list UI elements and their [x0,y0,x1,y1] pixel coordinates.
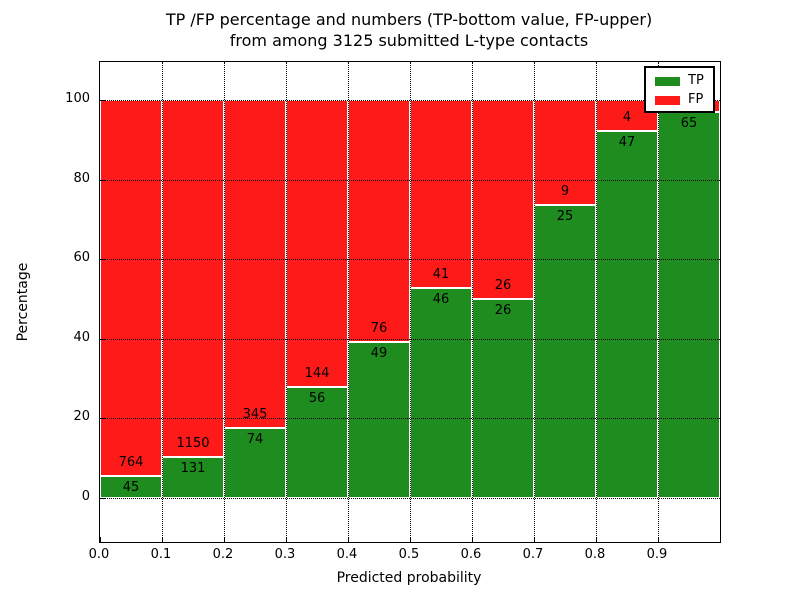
x-tick-mark [100,537,101,542]
legend: TP FP [644,66,715,113]
bar-value-tp: 56 [308,390,326,406]
legend-entry-tp: TP [646,74,713,88]
bar-segment-tp [224,427,286,498]
x-axis-label: Predicted probability [336,570,482,586]
bar-segment-tp [658,111,720,498]
bar-value-fp: 345 [242,406,268,422]
chart-title-line2: from among 3125 submitted L-type contact… [229,31,589,50]
x-tick-mark [224,537,225,542]
x-tick-label: 0.3 [274,547,296,562]
gridline-horizontal [100,418,720,420]
plot-area: 764 45 1150 131 345 74 144 56 76 49 41 46 26 26 9 25 4 47… [99,61,721,543]
y-tick-mark [100,338,105,340]
y-tick-label: 0 [81,489,90,504]
x-tick-mark [534,537,535,542]
y-axis-label: Percentage [15,262,31,342]
gridline-horizontal [100,338,720,340]
bar-segment-tp [100,475,162,498]
x-tick-label: 0.1 [150,547,172,562]
bar-segment-fp [286,100,348,387]
bar-segment-tp [286,386,348,498]
x-tick-label: 0.4 [336,547,358,562]
bar-segment-tp [596,131,658,498]
bar-value-tp: 47 [618,135,636,151]
gridline-vertical [472,62,473,542]
gridline-vertical [286,62,287,542]
bar-segment-tp [162,457,224,498]
gridline-vertical [348,62,349,542]
bar-segment-fp [162,100,224,458]
bar-value-fp: 144 [304,365,330,381]
bar-value-tp: 74 [246,431,264,447]
x-tick-mark [162,537,163,542]
bar-segment-fp [348,100,410,342]
bar-segment-fp [472,100,534,299]
bar-value-tp: 65 [680,115,698,131]
chart-title-line1: TP /FP percentage and numbers (TP-bottom… [165,10,653,29]
x-tick-label: 0.6 [460,547,482,562]
x-tick-label: 0.0 [88,547,110,562]
gridline-horizontal [100,179,720,181]
legend-label-fp: FP [688,92,704,107]
legend-swatch-fp [655,96,680,105]
gridline-horizontal [100,259,720,261]
gridline-vertical [224,62,225,542]
bar-segment-fp [100,100,162,476]
y-tick-mark [100,100,105,101]
chart-title: TP /FP percentage and numbers (TP-bottom… [99,9,719,51]
x-tick-mark [472,537,473,542]
gridline-vertical [596,62,597,542]
y-tick-mark [100,259,105,261]
x-tick-mark [348,537,349,542]
y-tick-mark [100,179,105,181]
x-tick-label: 0.2 [212,547,234,562]
bar-segment-tp [410,287,472,498]
y-tick-mark [100,498,105,499]
bar-value-fp: 9 [560,184,570,200]
gridline-vertical [658,62,659,542]
legend-swatch-tp [655,77,680,86]
x-tick-mark [286,537,287,542]
bar-value-fp: 26 [494,278,512,293]
bar-segment-tp [472,299,534,498]
bar-value-fp: 764 [118,454,144,470]
legend-label-tp: TP [688,73,704,88]
x-tick-mark [410,537,411,542]
y-tick-label: 20 [73,409,90,425]
gridline-vertical [410,62,411,542]
bar-value-fp: 41 [432,266,450,282]
bar-value-tp: 25 [556,209,574,225]
bar-value-fp: 1150 [176,436,210,452]
bar-value-tp: 46 [432,291,450,307]
x-tick-mark [658,537,659,542]
x-tick-mark [596,537,597,542]
bar-value-fp: 4 [622,110,632,126]
bar-value-fp: 76 [370,320,388,336]
bar-value-tp: 131 [180,461,206,477]
legend-entry-fp: FP [646,93,713,107]
x-tick-label: 0.9 [646,547,668,562]
bar-value-tp: 26 [494,303,512,318]
y-tick-label: 80 [73,170,90,186]
bar-segment-fp [224,100,286,428]
y-tick-mark [100,418,105,420]
gridline-horizontal [100,100,720,101]
y-tick-label: 60 [73,250,90,266]
y-tick-label: 100 [65,91,90,106]
x-tick-label: 0.8 [584,547,606,562]
bar-value-tp: 49 [370,345,388,361]
bar-segment-tp [348,341,410,498]
y-tick-label: 40 [73,329,90,345]
bar-value-tp: 45 [122,479,140,495]
gridline-horizontal [100,498,720,499]
x-tick-label: 0.5 [398,547,420,562]
x-tick-label: 0.7 [522,547,544,562]
gridline-vertical [162,62,163,542]
bar-segment-tp [534,205,596,498]
gridline-vertical [534,62,535,542]
